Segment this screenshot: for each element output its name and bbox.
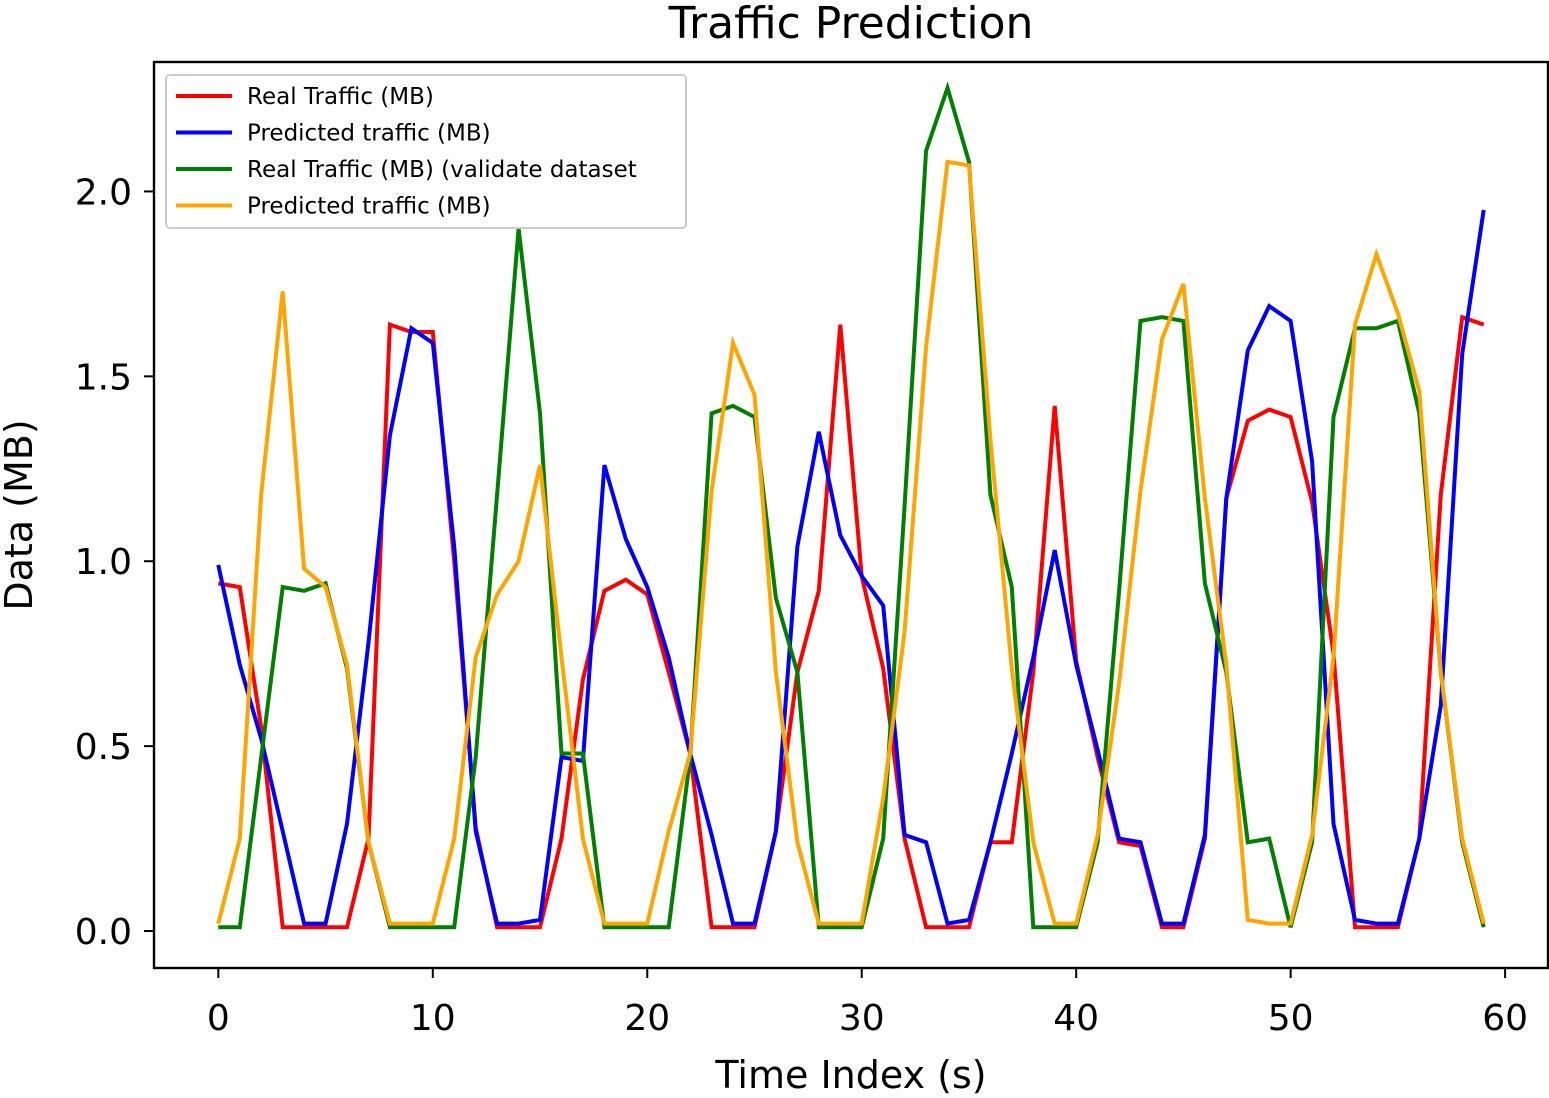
series-line-2 bbox=[216, 209, 1486, 926]
legend-box bbox=[165, 74, 687, 229]
series-line-3 bbox=[218, 81, 1486, 930]
x-tick-label: 60 bbox=[1482, 998, 1528, 1039]
legend-label-2: Predicted traffic (MB) bbox=[247, 121, 491, 147]
y-tick-label: 2.0 bbox=[75, 172, 132, 213]
legend-label-3: Real Traffic (MB) (validate dataset bbox=[247, 157, 637, 183]
chart-title: Traffic Prediction bbox=[668, 0, 1034, 49]
y-axis-ticks: 0.0 0.5 1.0 1.5 2.0 bbox=[75, 172, 154, 953]
x-tick-label: 40 bbox=[1053, 998, 1099, 1039]
plot-frame bbox=[152, 60, 1549, 970]
series-line-4 bbox=[216, 159, 1486, 926]
x-tick-label: 10 bbox=[410, 998, 456, 1039]
series-line-1 bbox=[217, 314, 1485, 930]
legend-label-4: Predicted traffic (MB) bbox=[247, 194, 491, 220]
plot-lines bbox=[216, 81, 1486, 930]
x-axis-ticks: 0 10 20 30 40 50 60 bbox=[207, 968, 1528, 1039]
y-tick-label: 1.5 bbox=[75, 357, 132, 398]
y-tick-label: 1.0 bbox=[75, 542, 132, 583]
y-tick-label: 0.0 bbox=[75, 912, 132, 953]
legend: Real Traffic (MB) Predicted traffic (MB) R… bbox=[165, 74, 687, 229]
x-tick-label: 50 bbox=[1268, 998, 1314, 1039]
x-axis-label: Time Index (s) bbox=[714, 1053, 986, 1097]
y-tick-label: 0.5 bbox=[75, 727, 132, 768]
x-tick-label: 0 bbox=[207, 998, 230, 1039]
y-axis-label: Data (MB) bbox=[0, 419, 41, 610]
x-tick-label: 30 bbox=[839, 998, 885, 1039]
legend-label-1: Real Traffic (MB) bbox=[247, 84, 434, 110]
x-tick-label: 20 bbox=[624, 998, 670, 1039]
